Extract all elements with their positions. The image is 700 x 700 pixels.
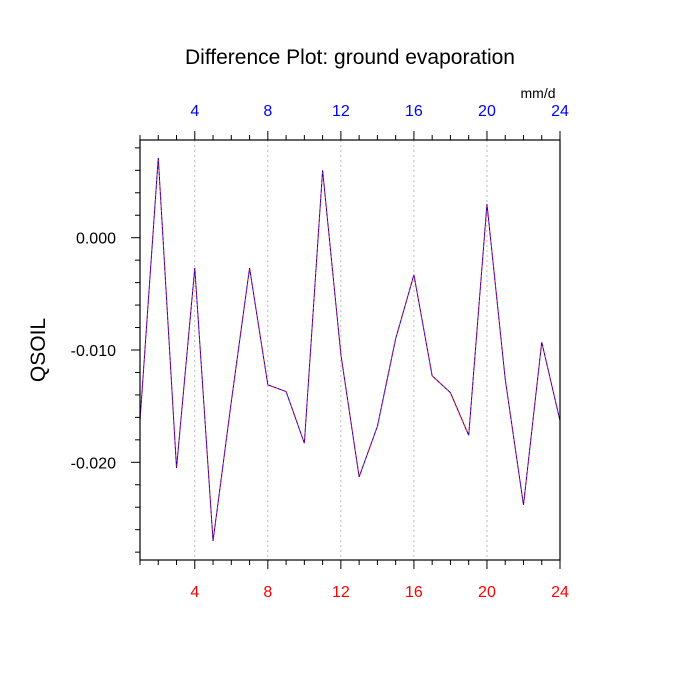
x-tick-label-bottom-8: 8 xyxy=(263,584,272,601)
x-tick-label-top-24: 24 xyxy=(551,103,569,120)
y-tick-label-2: -0.020 xyxy=(71,455,116,472)
x-tick-label-top-16: 16 xyxy=(405,103,423,120)
units-label: mm/d xyxy=(521,85,556,101)
x-tick-label-bottom-24: 24 xyxy=(551,584,569,601)
y-axis-label: QSOIL xyxy=(27,318,50,382)
y-tick-label-0: 0.000 xyxy=(76,231,116,248)
x-tick-label-top-8: 8 xyxy=(263,103,272,120)
plot-frame-border xyxy=(139,139,561,561)
x-tick-label-top-12: 12 xyxy=(332,103,350,120)
y-tick-label-1: -0.010 xyxy=(71,343,116,360)
tick-labels: 4 4 8 8 12 12 16 16 20 20 24 24 0.000 -0.010 -0.020 xyxy=(71,103,569,601)
x-tick-label-bottom-12: 12 xyxy=(332,584,350,601)
plot-frame xyxy=(139,139,561,561)
axis-ticks xyxy=(131,131,561,569)
x-tick-label-bottom-20: 20 xyxy=(478,584,496,601)
data-series xyxy=(139,157,561,541)
chart-title: Difference Plot: ground evaporation xyxy=(185,46,515,69)
series-line-overlay-0 xyxy=(139,157,561,541)
x-tick-label-bottom-16: 16 xyxy=(405,584,423,601)
series-line-0 xyxy=(139,157,561,541)
x-tick-label-bottom-4: 4 xyxy=(190,584,199,601)
x-tick-label-top-20: 20 xyxy=(478,103,496,120)
x-tick-label-top-4: 4 xyxy=(190,103,199,120)
